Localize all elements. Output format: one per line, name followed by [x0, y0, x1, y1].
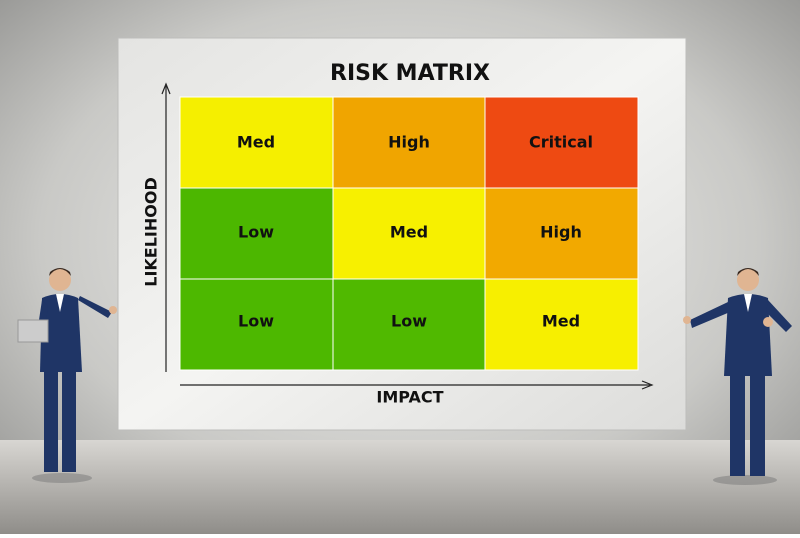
cell	[484, 187, 639, 280]
floor	[0, 440, 800, 534]
cell	[332, 278, 486, 371]
x-axis-label: IMPACT	[376, 388, 443, 407]
y-arrow	[161, 82, 171, 95]
cell-label: Low	[391, 312, 427, 331]
cell	[332, 96, 486, 189]
cell-label: Low	[238, 223, 274, 242]
cell	[179, 278, 334, 371]
cell	[484, 278, 639, 371]
x-arrow	[641, 380, 654, 390]
cell-label: High	[540, 223, 582, 242]
cell	[179, 96, 334, 189]
cell	[332, 187, 486, 280]
cell-label: Med	[390, 223, 428, 242]
cell-label: Med	[542, 312, 580, 331]
businessman-right	[683, 268, 792, 485]
cell-label: High	[388, 133, 430, 152]
cell-label: Critical	[529, 133, 593, 152]
cell	[484, 96, 639, 189]
businessman-left	[17, 268, 117, 483]
matrix	[179, 96, 639, 371]
y-axis-label: LIKELIHOOD	[142, 177, 161, 287]
cell-label: Low	[238, 312, 274, 331]
title: RISK MATRIX	[330, 61, 490, 86]
cell	[179, 187, 334, 280]
cell-label: Med	[237, 133, 275, 152]
